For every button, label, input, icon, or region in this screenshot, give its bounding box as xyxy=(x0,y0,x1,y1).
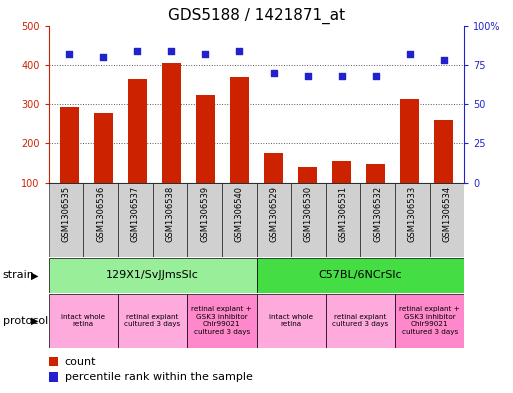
Bar xyxy=(128,79,147,222)
Bar xyxy=(395,183,429,257)
Text: GSM1306536: GSM1306536 xyxy=(96,186,105,242)
Bar xyxy=(291,183,326,257)
Bar xyxy=(49,373,58,382)
Bar xyxy=(118,183,153,257)
Text: GSM1306538: GSM1306538 xyxy=(165,186,174,242)
Point xyxy=(338,73,346,79)
Bar xyxy=(326,294,395,348)
Bar xyxy=(230,77,249,222)
Text: ▶: ▶ xyxy=(31,270,38,281)
Bar xyxy=(366,164,385,222)
Bar xyxy=(187,294,256,348)
Bar xyxy=(196,95,215,222)
Text: intact whole
retina: intact whole retina xyxy=(61,314,106,327)
Bar xyxy=(153,183,187,257)
Point xyxy=(269,70,278,76)
Text: 129X1/SvJJmsSlc: 129X1/SvJJmsSlc xyxy=(106,270,199,281)
Bar xyxy=(222,183,256,257)
Text: GSM1306539: GSM1306539 xyxy=(200,186,209,242)
Text: GSM1306537: GSM1306537 xyxy=(131,186,140,242)
Bar xyxy=(326,183,360,257)
Text: GSM1306531: GSM1306531 xyxy=(339,186,348,242)
Text: GSM1306535: GSM1306535 xyxy=(62,186,71,242)
Point xyxy=(201,51,209,57)
Bar xyxy=(360,183,395,257)
Point xyxy=(99,54,107,60)
Bar xyxy=(256,183,291,257)
Bar xyxy=(60,107,78,222)
Text: GSM1306529: GSM1306529 xyxy=(269,186,279,242)
Point xyxy=(167,48,175,54)
Bar xyxy=(264,153,283,222)
Text: percentile rank within the sample: percentile rank within the sample xyxy=(65,372,252,382)
Point xyxy=(304,73,312,79)
Text: GSM1306533: GSM1306533 xyxy=(408,186,417,242)
Point xyxy=(235,48,244,54)
Text: retinal explant
cultured 3 days: retinal explant cultured 3 days xyxy=(125,314,181,327)
Point xyxy=(133,48,142,54)
Point xyxy=(440,57,448,63)
Text: C57BL/6NCrSlc: C57BL/6NCrSlc xyxy=(319,270,402,281)
Text: intact whole
retina: intact whole retina xyxy=(269,314,313,327)
Bar xyxy=(187,183,222,257)
Point xyxy=(65,51,73,57)
Point xyxy=(371,73,380,79)
Point xyxy=(406,51,414,57)
Text: GSM1306532: GSM1306532 xyxy=(373,186,382,242)
Bar xyxy=(49,294,118,348)
Bar xyxy=(83,183,118,257)
Bar xyxy=(94,113,112,222)
Bar xyxy=(429,183,464,257)
Bar xyxy=(395,294,464,348)
Text: retinal explant +
GSK3 inhibitor
Chir99021
cultured 3 days: retinal explant + GSK3 inhibitor Chir990… xyxy=(191,307,252,335)
Bar xyxy=(256,258,464,293)
Bar xyxy=(162,63,181,222)
Bar xyxy=(49,183,83,257)
Bar xyxy=(298,167,317,222)
Text: GSM1306530: GSM1306530 xyxy=(304,186,313,242)
Text: count: count xyxy=(65,356,96,367)
Bar xyxy=(49,357,58,366)
Bar xyxy=(256,294,326,348)
Bar xyxy=(435,120,453,222)
Bar xyxy=(332,161,351,222)
Text: GSM1306534: GSM1306534 xyxy=(442,186,451,242)
Title: GDS5188 / 1421871_at: GDS5188 / 1421871_at xyxy=(168,8,345,24)
Text: protocol: protocol xyxy=(3,316,48,326)
Text: retinal explant +
GSK3 inhibitor
Chir99021
cultured 3 days: retinal explant + GSK3 inhibitor Chir990… xyxy=(399,307,460,335)
Bar xyxy=(401,99,419,222)
Text: strain: strain xyxy=(3,270,34,281)
Bar xyxy=(118,294,187,348)
Text: GSM1306540: GSM1306540 xyxy=(234,186,244,242)
Text: retinal explant
cultured 3 days: retinal explant cultured 3 days xyxy=(332,314,388,327)
Bar xyxy=(49,258,256,293)
Text: ▶: ▶ xyxy=(31,316,38,326)
